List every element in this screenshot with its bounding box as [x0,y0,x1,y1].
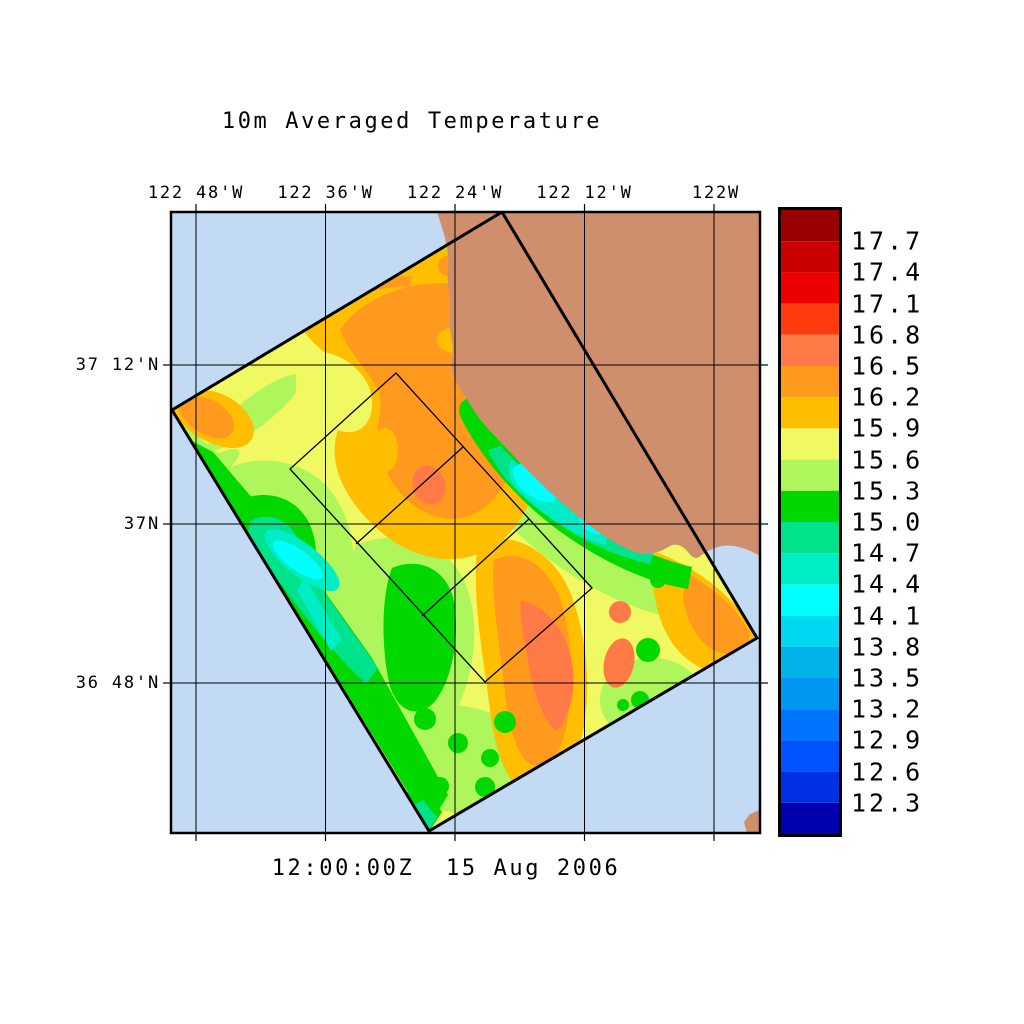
y-tick-label: 37 12'N [75,355,160,375]
colorbar-segment [781,802,839,834]
colorbar-segment [781,709,839,741]
colorbar-tick-label: 15.9 [851,413,924,443]
map-frame [169,210,762,835]
colorbar-tick-label: 15.0 [851,507,924,537]
colorbar-segment [781,646,839,678]
land-group [437,212,760,833]
colorbar-tick-label: 14.7 [851,538,924,568]
axis-ticks [163,204,768,841]
colorbar-tick-label: 13.5 [851,663,924,693]
colorbar-tick-label: 13.8 [851,632,924,662]
contour-blob [297,578,342,651]
contour-blob [609,601,631,623]
x-tick-label: 122 48'W [147,183,245,203]
contour-blob [273,540,323,580]
plot-title: 10m Averaged Temperature [221,109,603,134]
colorbar-tick-label: 14.4 [851,569,924,599]
colorbar-tick-label: 17.4 [851,257,924,287]
colorbar-tick-label: 12.3 [851,788,924,818]
contour-blob [603,638,635,688]
colorbar-tick-label: 15.3 [851,476,924,506]
contour-dot [617,699,629,711]
colorbar-segment [781,771,839,803]
sst-fill-salmon [412,465,635,731]
colorbar-tick-label: 16.5 [851,351,924,381]
colorbar-segment [781,490,839,522]
colorbar-segment [781,615,839,647]
colorbar-tick-label: 12.6 [851,757,924,787]
colorbar-tick-label: 13.2 [851,694,924,724]
colorbar-segment [781,678,839,710]
land-southeast-point [744,810,760,833]
colorbar-segment [781,210,839,242]
contour-blob [683,574,750,654]
contour-blob [459,398,692,589]
survey-box-divider [421,518,530,617]
x-tick-label: 122 36'W [277,183,374,203]
contour-dot [650,572,666,588]
colorbar-segment [781,272,839,304]
colorbar-segment [781,553,839,585]
x-tick-label: 122 24'W [406,183,504,203]
colorbar-tick-label: 17.1 [851,289,924,319]
contour-blob [178,396,234,439]
land-california-coast [437,212,760,559]
timestamp-label: 12:00:00Z 15 Aug 2006 [271,856,621,881]
colorbar-segment [781,397,839,429]
colorbar-tick-label: 12.9 [851,725,924,755]
survey-box-divider [355,446,464,545]
graticule [164,206,767,840]
y-tick-label: 36 48'N [75,673,160,693]
colorbar-segment [781,740,839,772]
contour-dot [414,708,436,730]
contour-dot [481,749,499,767]
colorbar-tick-label: 17.7 [851,226,924,256]
colorbar-tick-label: 14.1 [851,601,924,631]
contour-dot [494,711,516,733]
contour-blob [383,563,456,712]
colorbar-segment [781,459,839,491]
contour-blob [513,463,557,503]
contour-dot [636,638,660,662]
contour-blob [520,600,574,731]
colorbar-segment [781,366,839,398]
colorbar-segment [781,334,839,366]
contour-blob [372,428,398,472]
x-tick-label: 122 12'W [536,183,633,203]
contour-dot [431,777,449,795]
model-domain-outline [171,212,760,833]
contour-dot [475,777,495,797]
colorbar-tick-label: 15.6 [851,445,924,475]
colorbar-frame [778,207,842,837]
contour-blob [412,800,437,830]
colorbar [778,207,842,837]
colorbar-tick-label: 16.2 [851,382,924,412]
colorbar-tick-label: 16.8 [851,320,924,350]
contour-dot [448,733,468,753]
y-tick-label: 37N [123,514,160,534]
x-tick-label: 122W [691,183,741,203]
colorbar-segment [781,303,839,335]
colorbar-segment [781,584,839,616]
contour-blob [412,465,446,505]
colorbar-segment [781,241,839,273]
colorbar-segment [781,522,839,554]
colorbar-segment [781,428,839,460]
